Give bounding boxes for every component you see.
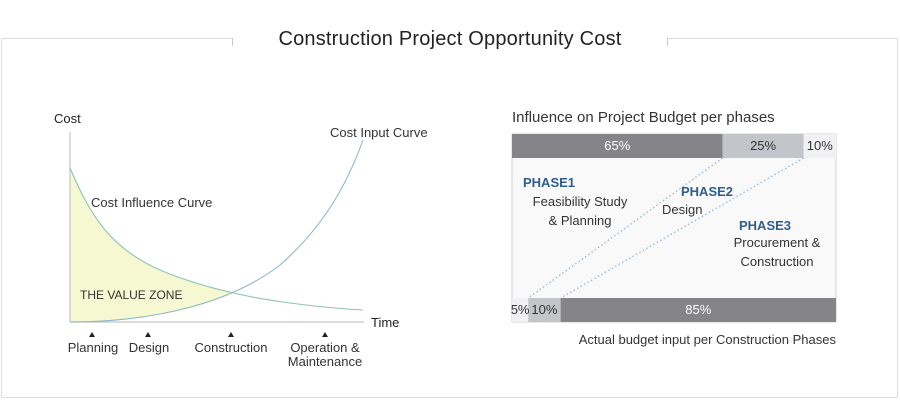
phase1-heading: PHASE1 (523, 175, 575, 190)
value-zone-label: THE VALUE ZONE (80, 288, 182, 302)
phase2-line1: Design (662, 202, 702, 217)
bottom-bar-segment-planning (512, 298, 529, 322)
bottom-bar-label-design: 10% (531, 302, 557, 317)
phase-marker-construction (228, 332, 234, 337)
bottom-bar-segment-construction (560, 298, 836, 322)
phase-label-maintenance: Maintenance (288, 354, 362, 369)
phase-boundary-line-2 (560, 157, 804, 299)
phase-marker-planning (89, 332, 95, 337)
phase3-line2: Construction (741, 254, 814, 269)
top-bar-label-design: 25% (750, 138, 776, 153)
page-title: Construction Project Opportunity Cost (278, 27, 622, 50)
top-bar-segment-design (722, 134, 804, 158)
top-bar-label-construction: 10% (807, 138, 833, 153)
bottom-bar-label-construction: 85% (685, 302, 711, 317)
y-axis-label: Cost (54, 111, 81, 126)
bottom-bar-label-planning: 5% (511, 302, 530, 317)
opportunity-cost-chart: Cost Time Cost Input Curve Cost Influenc… (54, 111, 428, 369)
budget-panel (511, 133, 837, 323)
top-bar-segment-planning (512, 134, 723, 158)
phase3-line1: Procurement & (734, 235, 821, 250)
top-budget-bar: 65% 25% 10% (512, 134, 836, 158)
value-zone-area (70, 168, 235, 322)
phase-marker-operation (322, 332, 328, 337)
title-container: Construction Project Opportunity Cost (232, 24, 668, 54)
cost-input-curve-label: Cost Input Curve (330, 125, 428, 140)
cost-influence-curve-label: Cost Influence Curve (91, 195, 212, 210)
phase1-line1: Feasibility Study (533, 194, 628, 209)
top-bar-label-planning: 65% (604, 138, 630, 153)
bottom-bar-segment-design (528, 298, 561, 322)
phase-label-design: Design (129, 340, 169, 355)
cost-influence-curve (69, 167, 364, 311)
phase1-line2: & Planning (549, 213, 612, 228)
phase-marker-design (145, 332, 151, 337)
budget-chart-title: Influence on Project Budget per phases (512, 109, 775, 126)
phase-label-construction: Construction (195, 340, 268, 355)
budget-influence-chart: Influence on Project Budget per phases 6… (511, 109, 837, 347)
budget-chart-caption: Actual budget input per Construction Pha… (579, 332, 837, 347)
phase-label-operation: Operation & (290, 340, 360, 355)
cost-input-curve (69, 139, 364, 323)
phase-label-planning: Planning (68, 340, 119, 355)
phase3-heading: PHASE3 (739, 218, 791, 233)
bottom-budget-bar: 5% 10% 85% (511, 298, 836, 322)
top-bar-segment-construction (803, 134, 836, 158)
phase2-heading: PHASE2 (681, 184, 733, 199)
x-axis-label: Time (371, 315, 399, 330)
